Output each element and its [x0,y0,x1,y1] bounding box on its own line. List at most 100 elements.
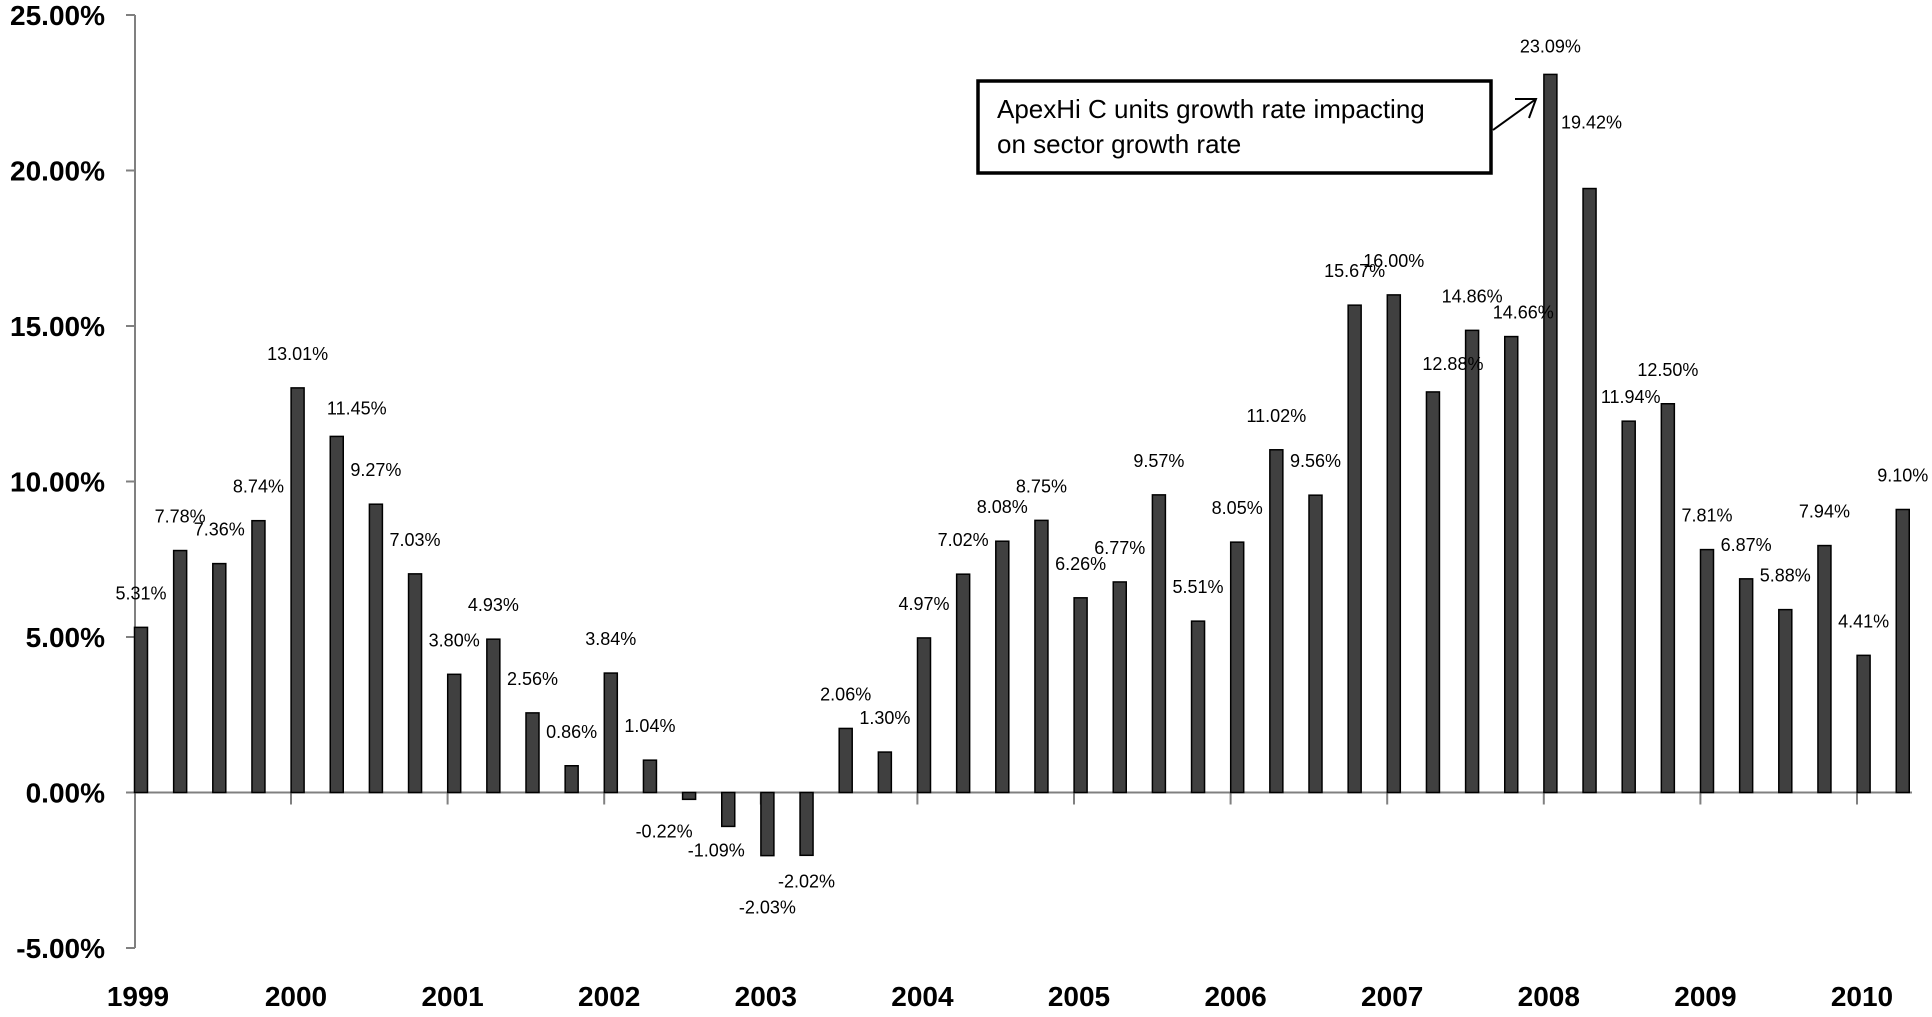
data-label: -2.02% [778,871,835,891]
data-label: 7.94% [1799,502,1850,522]
x-tick-label: 2005 [1048,981,1110,1012]
bar [721,791,736,828]
bar [251,519,266,794]
x-tick-label: 2000 [265,981,327,1012]
bar [1190,620,1206,794]
bar [1112,581,1127,794]
data-label: 8.08% [977,497,1028,517]
x-tick-label: 2006 [1204,981,1266,1012]
data-label: 4.97% [898,594,949,614]
x-tick-label: 2009 [1674,981,1736,1012]
data-label: 3.84% [585,629,636,649]
bar [1073,597,1088,794]
annotation: ApexHi C units growth rate impacting on … [976,79,1538,175]
bar [1660,403,1676,794]
data-label: 12.88% [1422,354,1483,374]
data-label: 0.86% [546,722,597,742]
x-tick-label: 2007 [1361,981,1423,1012]
data-label: -0.22% [636,821,693,841]
bar [525,712,540,794]
data-label: 5.51% [1173,577,1224,597]
data-label: 5.31% [115,583,166,603]
y-tick-label: 20.00% [10,156,105,187]
bar [212,562,227,794]
bar [1895,508,1910,794]
annotation-line-2: on sector growth rate [997,129,1241,159]
y-tick-label: 15.00% [10,311,105,342]
data-label: 12.50% [1637,360,1698,380]
data-label: 1.30% [859,708,910,728]
y-axis: -5.00% 0.00% 5.00% 10.00% 15.00% 20.00% 25.00% [10,0,136,964]
x-tick-label: 2010 [1831,981,1893,1012]
data-label: 2.56% [507,669,558,689]
bar [1778,608,1793,794]
bar [1347,304,1362,794]
data-label: 19.42% [1561,113,1622,133]
annotation-box [976,79,1493,175]
bar [133,626,149,794]
data-label: 23.09% [1520,36,1581,56]
bar [1034,519,1049,794]
x-tick-label: 2008 [1518,981,1580,1012]
data-label: 4.93% [468,595,519,615]
bar [916,637,932,794]
bar [1817,544,1832,794]
bar [877,751,893,794]
x-tick-label: 2003 [735,981,797,1012]
bar [1229,541,1245,794]
bar [1425,391,1441,794]
data-label: 8.05% [1212,498,1263,518]
bar [329,435,344,794]
data-label: 8.75% [1016,476,1067,496]
bar [486,638,501,794]
x-tick-label: 2004 [891,981,954,1012]
bar [838,727,853,794]
data-label: 9.27% [350,460,401,480]
bar [368,503,384,794]
data-label: 15.67% [1324,261,1385,281]
data-label: 14.86% [1442,286,1503,306]
bar [564,765,579,794]
bar [1738,578,1754,794]
data-label: 7.81% [1681,506,1732,526]
bar [172,549,188,794]
y-tick-label: 25.00% [10,0,105,31]
x-axis: 1999 2000 2001 2002 2003 2004 2005 2006 2007 2008… [107,791,1912,1012]
annotation-arrow [1492,98,1537,131]
data-label: 1.04% [624,716,675,736]
data-label: 9.56% [1290,451,1341,471]
x-tick-label: 2002 [578,981,640,1012]
bar [955,573,971,794]
y-tick-label: 5.00% [26,622,105,653]
data-label: 7.78% [155,507,206,527]
bar [1386,294,1402,794]
bar [1151,494,1167,794]
bar [1308,494,1323,794]
data-label: 7.02% [938,530,989,550]
data-label: 11.94% [1601,387,1661,407]
data-label: 16.00% [1363,251,1424,271]
data-label: 9.57% [1133,451,1184,471]
annotation-line-1: ApexHi C units growth rate impacting [997,94,1425,124]
data-label: 3.80% [429,630,480,650]
bars [133,73,1910,857]
bar [642,759,658,794]
bar [1464,329,1480,794]
data-labels: 5.31% 7.78%7.36% 8.74% 13.01% 11.45% 9.27% 7.0… [115,36,1928,917]
bar [290,387,305,794]
y-tick-label: 0.00% [26,778,105,809]
data-label: 11.45% [327,398,387,418]
data-label: 14.66% [1493,303,1554,323]
data-label: 9.10% [1877,465,1928,485]
data-label: 11.02% [1246,406,1306,426]
data-label: 4.41% [1838,611,1889,631]
data-label: 7.03% [390,530,441,550]
data-label: 7.36% [194,520,245,540]
data-label: -2.03% [739,898,796,918]
bar [603,672,619,794]
data-label: 13.01% [267,344,328,364]
data-label: 2.06% [820,684,871,704]
bar [1699,548,1715,794]
